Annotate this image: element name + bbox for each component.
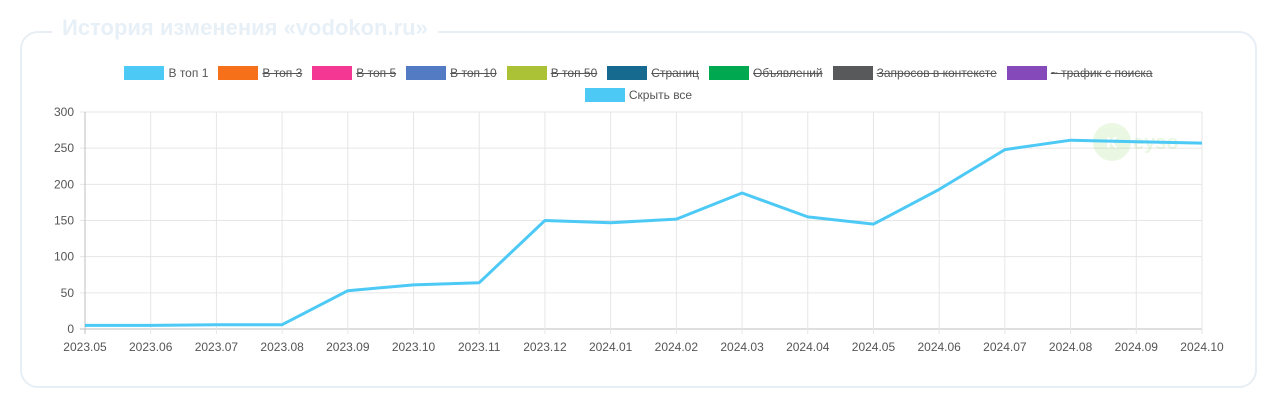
- x-tick-label: 2024.01: [589, 340, 633, 354]
- legend-label: В топ 3: [262, 66, 303, 80]
- legend-swatch: [607, 66, 648, 80]
- legend-swatch: [832, 66, 873, 80]
- legend-label: Запросов в контексте: [876, 66, 997, 80]
- chart-legend: В топ 1 В топ 3 В топ 5 В топ 10 В топ 50 Стр…: [20, 62, 1257, 106]
- legend-row: В топ 1 В топ 3 В топ 5 В топ 10 В топ 50 Стр…: [20, 62, 1257, 84]
- legend-label: В топ 5: [356, 66, 397, 80]
- data-point[interactable]: [608, 220, 614, 226]
- x-tick-label: 2024.10: [1180, 340, 1224, 354]
- data-point[interactable]: [476, 280, 482, 286]
- data-point[interactable]: [739, 190, 745, 196]
- data-point[interactable]: [805, 214, 811, 220]
- svg-text:K: K: [1106, 135, 1118, 152]
- x-tick-label: 2024.08: [1049, 340, 1093, 354]
- x-tick-label: 2023.05: [63, 340, 107, 354]
- legend-item[interactable]: Страниц: [607, 66, 699, 80]
- data-point[interactable]: [345, 288, 351, 294]
- y-tick-label: 100: [54, 250, 74, 264]
- legend-swatch: [218, 66, 259, 80]
- legend-swatch: [709, 66, 749, 80]
- y-tick-label: 150: [54, 214, 74, 228]
- legend-item[interactable]: В топ 5: [312, 66, 396, 80]
- data-point[interactable]: [82, 322, 88, 328]
- x-tick-label: 2024.04: [786, 340, 830, 354]
- data-point[interactable]: [673, 216, 679, 222]
- y-tick-label: 50: [61, 286, 75, 300]
- x-tick-label: 2024.07: [983, 340, 1027, 354]
- y-tick-label: 200: [54, 177, 74, 191]
- x-tick-label: 2024.09: [1115, 340, 1159, 354]
- x-tick-label: 2023.07: [195, 340, 239, 354]
- data-point[interactable]: [1002, 147, 1008, 153]
- series-line: [85, 138, 1203, 327]
- x-tick-label: 2024.05: [852, 340, 896, 354]
- y-tick-label: 0: [67, 322, 74, 336]
- x-tick-label: 2024.06: [917, 340, 961, 354]
- x-axis: 2023.05 2023.06 2023.07 2023.08 2023.09 2023.…: [63, 340, 1224, 354]
- legend-label: В топ 50: [550, 66, 598, 80]
- data-point[interactable]: [213, 322, 219, 328]
- data-point[interactable]: [279, 322, 285, 328]
- data-point[interactable]: [542, 218, 548, 224]
- legend-swatch: [584, 88, 625, 102]
- legend-label: Страниц: [651, 66, 699, 80]
- legend-item[interactable]: В топ 3: [218, 66, 302, 80]
- legend-item[interactable]: ~ трафик с поиска: [1006, 66, 1153, 80]
- x-tick-label: 2023.12: [523, 340, 567, 354]
- legend-label: Объявлений: [753, 66, 823, 80]
- chart-card: [20, 31, 1257, 388]
- legend-item[interactable]: В топ 1: [124, 66, 208, 80]
- y-tick-label: 250: [54, 141, 74, 155]
- y-tick-label: 300: [54, 105, 74, 119]
- legend-swatch: [1006, 66, 1047, 80]
- data-point[interactable]: [870, 221, 876, 227]
- x-tick-label: 2023.08: [260, 340, 304, 354]
- legend-row: Скрыть все: [20, 84, 1257, 106]
- y-axis: 0 50 100 150 200 250 300: [54, 105, 74, 336]
- data-point[interactable]: [411, 282, 417, 288]
- legend-label: В топ 10: [450, 66, 497, 80]
- legend-item[interactable]: Запросов в контексте: [832, 66, 997, 80]
- x-tick-label: 2023.10: [392, 340, 436, 354]
- x-tick-label: 2023.06: [129, 340, 173, 354]
- data-point[interactable]: [1068, 137, 1074, 143]
- legend-swatch: [506, 66, 547, 80]
- legend-item[interactable]: Объявлений: [709, 66, 823, 80]
- x-tick-label: 2024.02: [655, 340, 699, 354]
- data-point[interactable]: [1133, 139, 1139, 145]
- data-point[interactable]: [1199, 140, 1205, 146]
- data-point[interactable]: [936, 186, 942, 192]
- x-tick-label: 2024.03: [720, 340, 764, 354]
- legend-item[interactable]: В топ 10: [406, 66, 497, 80]
- legend-swatch: [312, 66, 353, 80]
- legend-label: ~ трафик с поиска: [1050, 66, 1153, 80]
- legend-swatch: [406, 66, 447, 80]
- legend-item[interactable]: В топ 50: [506, 66, 598, 80]
- legend-swatch: [124, 66, 165, 80]
- x-tick-label: 2023.11: [458, 340, 501, 354]
- legend-item[interactable]: Скрыть все: [584, 88, 693, 102]
- card-title: История изменения «vodokon.ru»: [52, 13, 438, 43]
- series-group: [82, 137, 1205, 328]
- x-tick-label: 2023.09: [326, 340, 370, 354]
- legend-label: В топ 1: [168, 66, 209, 80]
- data-point[interactable]: [148, 322, 154, 328]
- legend-label: Скрыть все: [628, 88, 693, 102]
